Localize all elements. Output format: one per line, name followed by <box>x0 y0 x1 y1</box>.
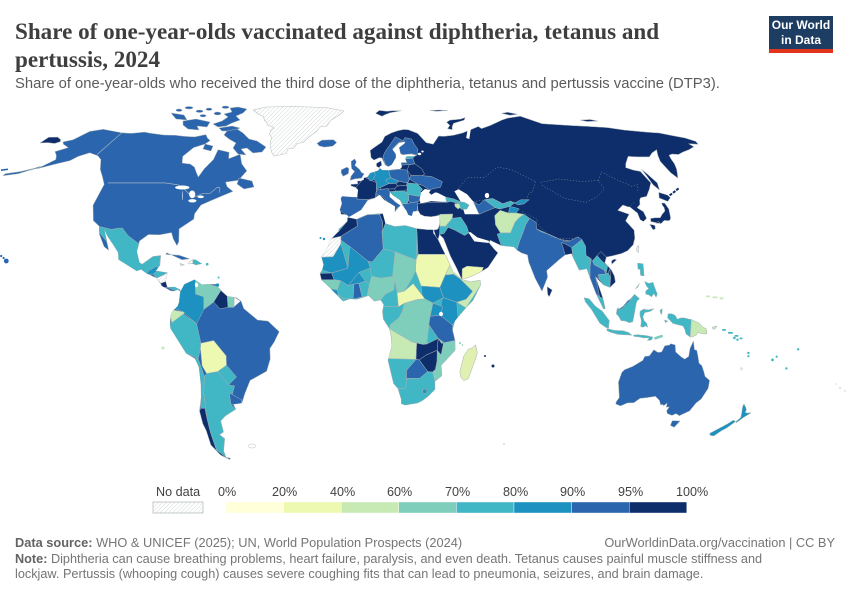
svg-text:100%: 100% <box>676 485 708 499</box>
svg-text:70%: 70% <box>445 485 470 499</box>
svg-text:0%: 0% <box>218 485 236 499</box>
svg-text:80%: 80% <box>503 485 528 499</box>
svg-text:40%: 40% <box>330 485 355 499</box>
svg-text:90%: 90% <box>560 485 585 499</box>
svg-text:No data: No data <box>156 485 200 499</box>
svg-text:60%: 60% <box>387 485 412 499</box>
svg-text:20%: 20% <box>272 485 297 499</box>
svg-text:95%: 95% <box>618 485 643 499</box>
